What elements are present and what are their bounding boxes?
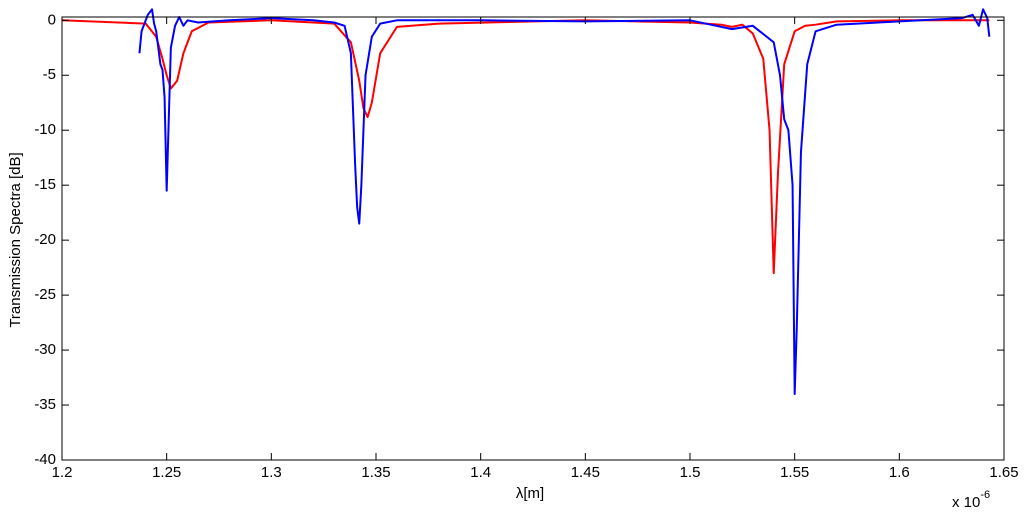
x-tick-label: 1.3	[261, 464, 282, 481]
data-line	[61, 19, 990, 275]
x-tick-label: 1.25	[152, 464, 181, 481]
x-tick-label: 1.6	[889, 464, 910, 481]
plot-area	[62, 17, 1004, 460]
x-multiplier-base: x 10	[952, 494, 980, 511]
y-tick-label: -30	[34, 341, 56, 358]
x-tick-label: 1.2	[52, 464, 73, 481]
y-tick-label: -20	[34, 231, 56, 248]
y-tick-label: -40	[34, 451, 56, 468]
y-tick-label: -15	[34, 176, 56, 193]
data-line	[138, 8, 991, 396]
x-tick-label: 1.5	[680, 464, 701, 481]
y-tick-label: -25	[34, 286, 56, 303]
y-tick-label: -5	[43, 66, 56, 83]
y-tick-label: 0	[48, 11, 56, 28]
plot-frame	[61, 16, 1005, 461]
x-tick-label: 1.35	[361, 464, 390, 481]
y-tick-label: -35	[34, 396, 56, 413]
x-tick-label: 1.4	[470, 464, 491, 481]
x-multiplier-exponent: -6	[980, 489, 990, 501]
x-multiplier: x 10-6	[952, 489, 990, 511]
x-tick-label: 1.45	[571, 464, 600, 481]
x-tick-label: 1.55	[780, 464, 809, 481]
y-tick-label: -10	[34, 121, 56, 138]
x-axis-label: λ[m]	[516, 485, 544, 502]
x-tick-label: 1.65	[989, 464, 1018, 481]
y-axis-label: Transmission Spectra [dB]	[7, 152, 24, 327]
